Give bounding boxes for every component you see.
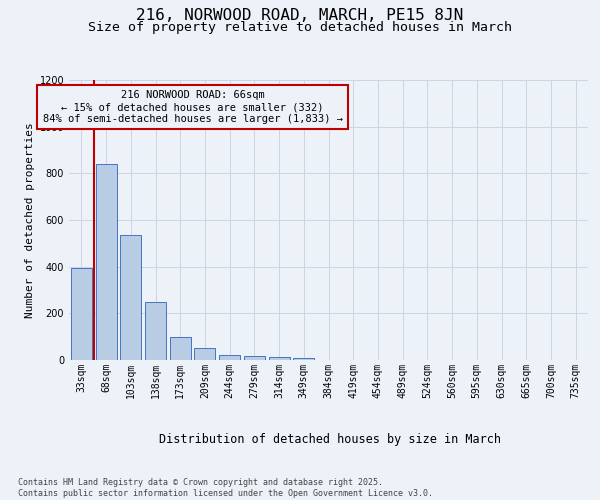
Bar [120, 235, 141, 360]
Bar [194, 348, 215, 360]
Bar [219, 355, 240, 360]
Y-axis label: Number of detached properties: Number of detached properties [25, 122, 35, 318]
Text: Distribution of detached houses by size in March: Distribution of detached houses by size … [159, 432, 501, 446]
Bar [244, 356, 265, 360]
Bar [293, 358, 314, 360]
Text: 216 NORWOOD ROAD: 66sqm
← 15% of detached houses are smaller (332)
84% of semi-d: 216 NORWOOD ROAD: 66sqm ← 15% of detache… [43, 90, 343, 124]
Text: Contains HM Land Registry data © Crown copyright and database right 2025.
Contai: Contains HM Land Registry data © Crown c… [18, 478, 433, 498]
Bar [95, 164, 116, 360]
Bar [269, 356, 290, 360]
Bar [170, 336, 191, 360]
Text: Size of property relative to detached houses in March: Size of property relative to detached ho… [88, 21, 512, 34]
Bar [145, 302, 166, 360]
Text: 216, NORWOOD ROAD, MARCH, PE15 8JN: 216, NORWOOD ROAD, MARCH, PE15 8JN [136, 8, 464, 22]
Bar [71, 268, 92, 360]
